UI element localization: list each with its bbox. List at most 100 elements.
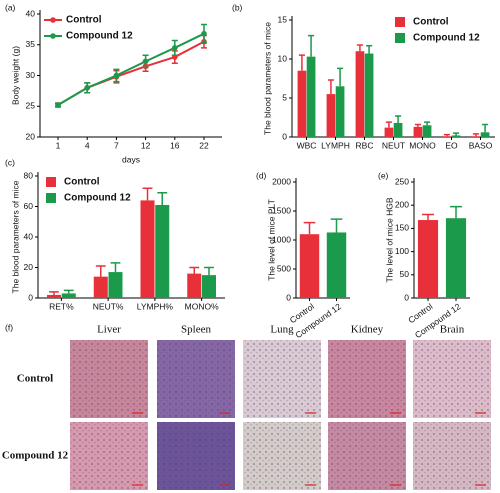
y-axis-title: The level of mice PLT xyxy=(266,199,276,281)
y-tick-label: 500 xyxy=(277,263,291,273)
x-tick-label: RET% xyxy=(49,301,74,311)
x-tick-label: 16 xyxy=(170,140,180,150)
column-label: Kidney xyxy=(351,324,384,336)
y-tick-label: 10 xyxy=(278,53,288,63)
bar xyxy=(451,135,461,137)
x-tick-label: 22 xyxy=(199,140,209,150)
micrograph-texture xyxy=(328,340,406,418)
error-bar xyxy=(327,79,334,95)
series-line xyxy=(57,32,205,106)
micrograph-texture xyxy=(157,340,235,418)
y-tick-label: 20 xyxy=(26,131,36,141)
y-tick-label: 0 xyxy=(282,131,287,141)
error-bar xyxy=(298,54,305,71)
panel-label: (f) xyxy=(5,322,13,332)
y-tick-label: 250 xyxy=(395,176,409,186)
error-bar xyxy=(308,34,315,57)
x-tick-label: EO xyxy=(445,140,458,150)
panel-label: (c) xyxy=(5,157,15,167)
error-bar xyxy=(472,133,479,137)
y-axis-title: The blood parameters of mice xyxy=(262,22,272,135)
y-tick-label: 1500 xyxy=(272,205,291,215)
error-bar xyxy=(424,121,431,126)
x-tick-label: BASO xyxy=(469,140,493,150)
x-tick-label: 4 xyxy=(85,140,90,150)
point xyxy=(55,102,61,108)
legend-swatch xyxy=(395,33,405,43)
row-label: Compound 12 xyxy=(2,450,69,462)
bar xyxy=(442,136,452,137)
bar xyxy=(355,51,365,138)
legend-marker xyxy=(50,33,56,39)
legend-label: Control xyxy=(66,15,102,26)
bar xyxy=(297,70,307,137)
error-bar xyxy=(171,39,178,56)
bar xyxy=(335,86,345,137)
x-tick-label: LYMPH% xyxy=(137,301,174,311)
error-bar xyxy=(356,44,363,52)
bar xyxy=(480,132,490,137)
y-tick-label: 0 xyxy=(286,292,291,302)
error-bar xyxy=(157,192,168,205)
error-bar xyxy=(453,132,460,136)
error-bar xyxy=(330,218,343,233)
y-axis-title: Body weight (g) xyxy=(10,46,20,105)
bar xyxy=(93,276,108,298)
x-axis-title: days xyxy=(122,154,140,164)
micrograph-texture xyxy=(328,422,406,490)
legend-label: Compound 12 xyxy=(66,31,133,42)
x-tick-label: 1 xyxy=(56,140,61,150)
error-bar xyxy=(201,23,207,44)
bar xyxy=(445,218,467,298)
y-tick-label: 1000 xyxy=(272,234,291,244)
point xyxy=(172,45,178,51)
bar xyxy=(393,122,403,137)
bar xyxy=(326,232,347,298)
y-tick-label: 0 xyxy=(404,292,409,302)
bar xyxy=(187,273,202,298)
series-line xyxy=(57,40,205,106)
panel-label: (a) xyxy=(5,2,16,12)
legend-swatch xyxy=(46,193,56,203)
x-tick-label: RBC xyxy=(356,140,374,150)
y-tick-label: 60 xyxy=(24,201,34,211)
y-tick-label: 5 xyxy=(282,92,287,102)
y-axis-title: The level of mice HGB xyxy=(384,197,394,282)
y-tick-label: 35 xyxy=(26,39,36,49)
legend-swatch xyxy=(46,177,56,187)
y-tick-label: 50 xyxy=(400,269,410,279)
y-tick-label: 100 xyxy=(395,246,409,256)
error-bar xyxy=(204,266,214,276)
micrograph-texture xyxy=(243,422,321,490)
error-bar xyxy=(113,68,120,83)
point xyxy=(142,58,149,65)
error-bar xyxy=(449,205,463,219)
micrograph-texture xyxy=(70,340,148,418)
bar xyxy=(201,275,217,298)
y-tick-label: 80 xyxy=(24,170,34,180)
y-axis-title: The blood parameters of mice xyxy=(10,180,20,293)
point xyxy=(201,30,207,37)
x-tick-label: WBC xyxy=(297,140,317,150)
error-bar xyxy=(142,187,153,201)
bar xyxy=(422,125,432,137)
micrograph-texture xyxy=(243,340,321,418)
x-tick-label: 7 xyxy=(114,140,119,150)
y-tick-label: 25 xyxy=(26,101,36,111)
legend-swatch xyxy=(395,17,405,27)
y-tick-label: 20 xyxy=(24,262,34,272)
column-label: Brain xyxy=(440,324,465,336)
micrograph-texture xyxy=(70,422,148,490)
point xyxy=(84,85,90,91)
micrograph-texture xyxy=(157,422,235,490)
bar xyxy=(471,136,481,137)
error-bar xyxy=(385,121,392,128)
bar xyxy=(413,126,423,137)
error-bar xyxy=(63,289,74,294)
y-tick-label: 2000 xyxy=(272,176,291,186)
legend-label: Compound 12 xyxy=(413,33,480,44)
y-tick-label: 200 xyxy=(395,199,409,209)
bar xyxy=(384,127,394,137)
bar xyxy=(417,220,439,298)
